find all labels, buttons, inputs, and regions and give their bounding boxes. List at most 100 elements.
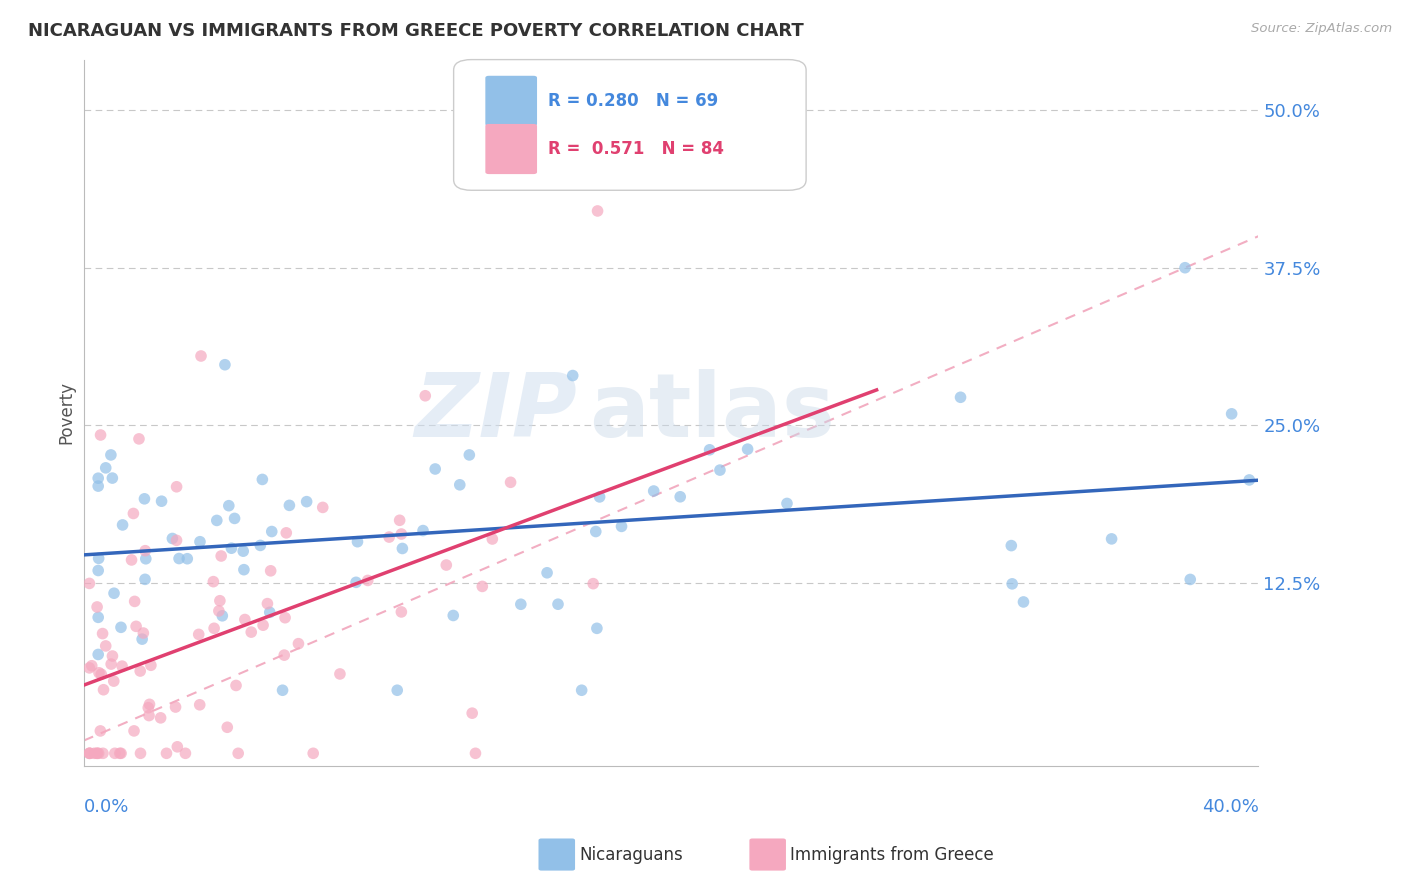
Point — [135, 551, 157, 566]
Point — [586, 203, 609, 218]
Point — [464, 747, 486, 761]
Point — [138, 708, 160, 723]
Point — [134, 543, 156, 558]
Point — [218, 499, 240, 513]
FancyBboxPatch shape — [485, 124, 537, 174]
Point — [101, 648, 124, 663]
Point — [139, 658, 162, 673]
Point — [260, 524, 283, 539]
Point — [232, 544, 254, 558]
Text: NICARAGUAN VS IMMIGRANTS FROM GREECE POVERTY CORRELATION CHART: NICARAGUAN VS IMMIGRANTS FROM GREECE POV… — [28, 22, 804, 40]
Point — [312, 500, 335, 515]
Point — [136, 700, 159, 714]
Point — [86, 747, 108, 761]
Point — [1001, 577, 1024, 591]
Point — [87, 471, 110, 485]
Point — [221, 541, 243, 556]
Point — [461, 706, 484, 721]
Point — [391, 541, 413, 556]
Text: R = 0.280   N = 69: R = 0.280 N = 69 — [547, 92, 718, 110]
Point — [129, 747, 152, 761]
Point — [302, 747, 325, 761]
Point — [610, 519, 633, 533]
Point — [176, 551, 198, 566]
Point — [188, 534, 211, 549]
Point — [124, 594, 146, 608]
Point — [1239, 473, 1261, 487]
FancyBboxPatch shape — [454, 60, 806, 190]
Point — [387, 683, 409, 698]
Point — [90, 667, 112, 681]
Point — [125, 619, 148, 633]
Point — [108, 747, 131, 761]
Point — [458, 448, 481, 462]
Point — [166, 739, 188, 754]
Point — [1220, 407, 1243, 421]
Point — [87, 648, 110, 662]
Point — [211, 608, 233, 623]
Point — [949, 390, 972, 404]
Point — [202, 574, 225, 589]
Point — [225, 678, 247, 692]
Point — [536, 566, 558, 580]
Point — [259, 605, 281, 619]
Point — [110, 620, 132, 634]
Point — [100, 657, 122, 671]
Point — [111, 659, 134, 673]
Point — [174, 747, 197, 761]
Point — [79, 747, 101, 761]
Point — [209, 549, 232, 563]
Point — [79, 576, 101, 591]
Point — [214, 358, 236, 372]
Point — [233, 613, 256, 627]
Point — [344, 575, 367, 590]
Point — [329, 667, 352, 681]
Text: R =  0.571   N = 84: R = 0.571 N = 84 — [547, 140, 724, 158]
Point — [709, 463, 731, 477]
Point — [425, 462, 447, 476]
Point — [249, 538, 271, 552]
Point — [89, 723, 111, 738]
Point — [256, 597, 278, 611]
Point — [441, 608, 464, 623]
Point — [87, 610, 110, 624]
Point — [129, 664, 152, 678]
Point — [274, 610, 297, 624]
Point — [110, 747, 132, 761]
Point — [561, 368, 583, 383]
Point — [87, 551, 110, 566]
Point — [87, 479, 110, 493]
Point — [122, 507, 145, 521]
Point — [101, 471, 124, 485]
Point — [138, 698, 160, 712]
Point — [87, 564, 110, 578]
Point — [131, 632, 153, 647]
Point — [187, 627, 209, 641]
Point — [499, 475, 522, 490]
Point — [1180, 573, 1202, 587]
Point — [134, 572, 156, 586]
Point — [1101, 532, 1123, 546]
Point — [150, 494, 173, 508]
Point — [188, 698, 211, 712]
Point — [90, 428, 112, 442]
Point — [252, 472, 274, 486]
Point — [276, 525, 298, 540]
Point — [389, 605, 412, 619]
Point — [149, 711, 172, 725]
Point — [481, 532, 503, 546]
Point — [273, 648, 295, 662]
Point — [226, 747, 249, 761]
Point — [155, 747, 177, 761]
Point — [86, 599, 108, 614]
Point — [346, 534, 368, 549]
Point — [91, 626, 114, 640]
Point — [232, 563, 254, 577]
Point — [217, 720, 239, 734]
Point — [128, 432, 150, 446]
Point — [287, 637, 309, 651]
Point — [165, 700, 187, 714]
Point — [585, 524, 607, 539]
Text: Source: ZipAtlas.com: Source: ZipAtlas.com — [1251, 22, 1392, 36]
Point — [1012, 595, 1035, 609]
